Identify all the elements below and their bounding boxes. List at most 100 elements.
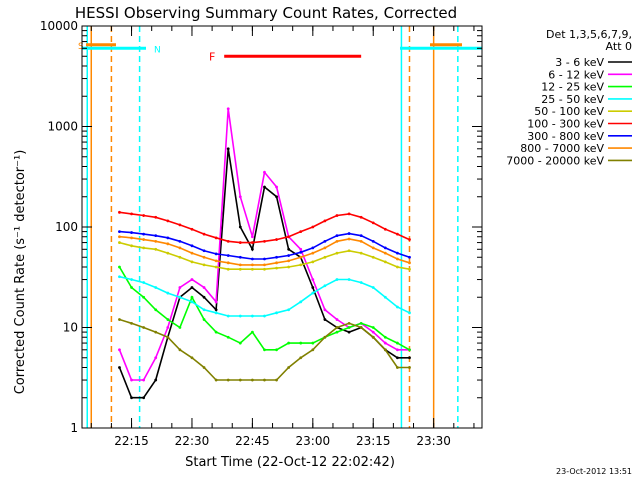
data-point-4-11 — [250, 267, 254, 271]
data-point-8-7 — [202, 366, 206, 369]
data-point-4-23 — [396, 265, 399, 269]
data-point-0-3 — [154, 378, 158, 382]
legend-label-3: 25 - 50 keV — [541, 93, 604, 106]
data-point-2-6 — [190, 295, 194, 299]
data-point-2-9 — [226, 335, 230, 339]
data-point-5-0 — [118, 210, 121, 214]
x-tick-label: 23:30 — [416, 434, 451, 448]
data-point-0-24 — [408, 356, 411, 360]
data-point-6-23 — [396, 251, 399, 255]
data-point-4-15 — [299, 263, 303, 267]
data-point-5-23 — [396, 232, 399, 236]
data-point-5-13 — [275, 238, 278, 241]
data-point-0-8 — [214, 308, 218, 312]
data-point-6-7 — [202, 249, 206, 253]
data-point-8-16 — [311, 348, 315, 352]
data-point-4-18 — [335, 251, 339, 255]
data-point-2-22 — [383, 335, 387, 339]
data-point-2-4 — [166, 318, 170, 321]
data-point-7-7 — [202, 255, 206, 259]
data-point-4-21 — [371, 255, 375, 259]
data-point-3-14 — [287, 308, 291, 312]
data-point-2-2 — [142, 295, 146, 299]
data-point-7-13 — [275, 261, 278, 265]
data-point-3-6 — [190, 300, 194, 304]
legend-label-7: 800 - 7000 keV — [520, 142, 604, 155]
legend-header-line-1: Det 1,3,5,6,7,9, — [546, 28, 632, 41]
data-point-5-15 — [299, 230, 303, 233]
data-point-1-13 — [275, 185, 278, 189]
chart-title: HESSI Observing Summary Count Rates, Cor… — [75, 4, 457, 22]
data-point-4-9 — [226, 267, 230, 271]
data-point-4-2 — [142, 246, 146, 250]
data-point-8-21 — [371, 335, 375, 339]
data-point-6-9 — [226, 254, 230, 257]
x-tick-label: 22:15 — [114, 434, 149, 448]
data-point-6-1 — [130, 231, 133, 234]
data-point-2-0 — [118, 265, 121, 269]
data-point-3-4 — [166, 291, 170, 295]
data-point-3-20 — [359, 281, 363, 284]
data-point-1-2 — [142, 378, 146, 382]
data-point-3-12 — [263, 314, 266, 318]
data-point-1-22 — [383, 341, 387, 345]
x-tick-label: 22:30 — [175, 434, 210, 448]
data-point-3-16 — [311, 291, 315, 295]
data-point-0-1 — [130, 396, 133, 400]
data-point-6-3 — [154, 234, 158, 238]
data-point-2-23 — [396, 341, 399, 345]
data-point-6-5 — [178, 239, 182, 243]
data-point-4-13 — [275, 266, 278, 270]
data-point-0-17 — [323, 318, 327, 321]
data-point-6-0 — [118, 230, 121, 233]
data-point-2-13 — [275, 348, 278, 352]
data-point-8-24 — [408, 366, 411, 369]
data-point-1-8 — [214, 300, 218, 304]
data-point-4-19 — [347, 249, 351, 253]
data-point-7-15 — [299, 255, 303, 259]
data-point-8-19 — [347, 321, 351, 325]
data-point-6-13 — [275, 255, 278, 259]
data-point-6-24 — [408, 255, 411, 259]
data-point-0-12 — [263, 185, 266, 189]
data-point-4-16 — [311, 260, 315, 264]
data-point-0-10 — [238, 225, 242, 229]
data-point-3-5 — [178, 295, 182, 299]
data-point-5-3 — [154, 215, 158, 219]
series-line-3 — [119, 275, 410, 317]
y-tick-label: 1 — [70, 421, 78, 435]
data-point-2-24 — [408, 348, 411, 352]
data-point-5-10 — [238, 241, 242, 244]
data-point-1-11 — [250, 235, 254, 239]
y-axis-label: Corrected Count Rate (s⁻¹ detector⁻¹) — [13, 150, 28, 395]
data-point-2-3 — [154, 308, 158, 312]
data-point-8-1 — [130, 321, 133, 325]
data-point-3-19 — [347, 278, 351, 281]
y-tick-label: 100 — [55, 220, 78, 234]
data-point-0-23 — [396, 356, 399, 360]
data-point-7-3 — [154, 239, 158, 243]
data-point-7-6 — [190, 251, 194, 255]
data-point-4-17 — [323, 255, 327, 259]
axes: 1 10 100 1000 10000 22:15 22:30 22:45 23:00 23:15… — [40, 19, 483, 448]
data-point-6-6 — [190, 244, 194, 248]
data-point-3-21 — [371, 286, 375, 289]
data-point-1-9 — [226, 107, 230, 111]
data-point-1-7 — [202, 286, 206, 289]
data-point-7-10 — [238, 263, 242, 267]
data-point-1-12 — [263, 170, 266, 174]
data-point-8-9 — [226, 378, 230, 382]
data-point-7-21 — [371, 246, 375, 250]
data-point-3-10 — [238, 314, 242, 318]
data-point-2-10 — [238, 341, 242, 345]
data-point-8-8 — [214, 378, 218, 382]
data-point-2-14 — [287, 341, 291, 345]
data-point-3-15 — [299, 300, 303, 304]
data-point-2-21 — [371, 326, 375, 329]
data-point-6-17 — [323, 239, 327, 243]
data-point-8-4 — [166, 335, 170, 339]
data-point-7-8 — [214, 259, 218, 263]
data-point-5-19 — [347, 212, 351, 216]
